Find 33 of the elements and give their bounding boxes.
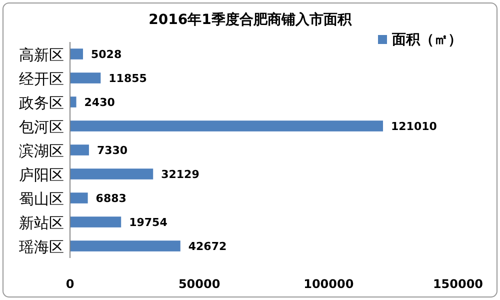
x-tick-label: 0 [66,277,74,291]
data-label: 32129 [161,168,200,181]
bar [70,96,76,108]
data-label: 121010 [391,120,438,133]
y-tick-label: 新站区 [19,214,64,232]
x-tick-label: 100000 [304,277,354,291]
bar [70,192,88,204]
y-tick-label: 高新区 [19,46,64,64]
y-tick-label: 滨湖区 [19,142,64,160]
y-tick-label: 蜀山区 [19,190,64,208]
bar [70,240,180,252]
bar [70,120,384,132]
legend-label: 面积（㎡） [391,32,462,48]
data-label: 7330 [96,144,128,157]
data-label: 42672 [188,240,227,253]
x-tick-label: 150000 [432,277,484,291]
bar [70,168,154,180]
y-tick-label: 政务区 [19,94,64,112]
data-label: 5028 [91,48,122,61]
data-label: 19754 [129,216,168,229]
chart-title: 2016年1季度合肥商铺入市面积 [148,11,352,28]
x-tick-label: 50000 [178,277,220,291]
data-label: 2430 [84,96,116,109]
bar [70,48,84,60]
bar [70,72,101,84]
bar [70,144,89,156]
y-tick-label: 庐阳区 [19,166,64,184]
y-tick-label: 瑶海区 [19,238,64,256]
y-tick-label: 经开区 [19,70,64,88]
y-tick-label: 包河区 [19,118,64,136]
bar [70,216,122,228]
data-label: 11855 [108,72,147,85]
data-label: 6883 [96,192,126,205]
